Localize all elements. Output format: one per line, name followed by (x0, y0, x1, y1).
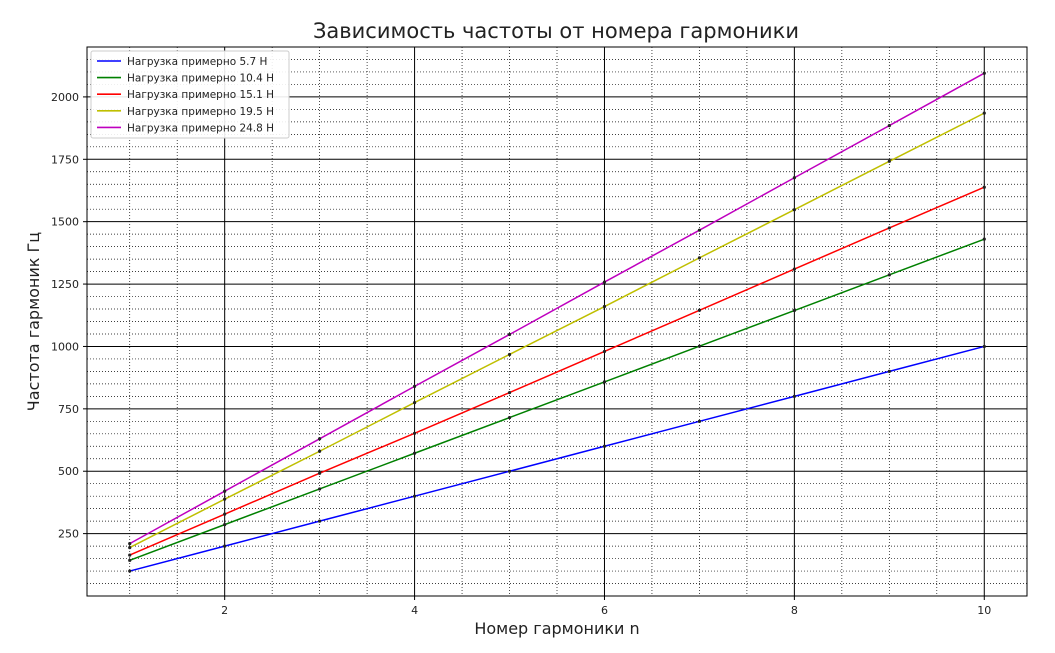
data-point (982, 71, 986, 75)
data-point (507, 415, 512, 420)
data-point (982, 185, 986, 189)
data-point (697, 419, 702, 423)
data-point (128, 553, 132, 557)
data-point (318, 471, 322, 475)
legend: Нагрузка примерно 5.7 Н Нагрузка примерно… (90, 50, 290, 139)
legend-label-1: Нагрузка примерно 5.7 Н (127, 56, 267, 68)
data-point (602, 349, 607, 354)
legend-label-4: Нагрузка примерно 19.5 Н (127, 106, 274, 118)
chart-title: Зависимость частоты от номера гармоники (313, 19, 799, 43)
series-line-3 (129, 186, 985, 556)
y-tick-label: 250 (58, 528, 79, 541)
data-point (223, 544, 227, 548)
data-point (697, 344, 702, 348)
data-point (887, 369, 891, 374)
data-point (507, 352, 512, 357)
y-tick-label: 1750 (51, 153, 79, 166)
data-point (128, 545, 132, 550)
data-point (412, 451, 417, 455)
data-point (887, 273, 891, 277)
data-point (982, 344, 986, 349)
data-point (602, 444, 607, 448)
x-tick-label: 2 (221, 604, 228, 617)
data-point (223, 489, 227, 493)
y-tick-label: 1000 (51, 340, 79, 353)
data-point (792, 308, 796, 313)
data-point (887, 226, 891, 230)
legend-label-5: Нагрузка примерно 24.8 Н (127, 122, 274, 134)
legend-label-2: Нагрузка примерно 10.4 Н (127, 73, 274, 85)
series-line-4 (129, 112, 985, 549)
y-tick-label: 750 (58, 403, 79, 416)
data-point (792, 208, 796, 212)
data-point (697, 256, 702, 260)
data-point (602, 280, 607, 284)
data-point (602, 304, 607, 309)
data-point (128, 558, 132, 562)
data-point (412, 431, 417, 435)
y-tick-label: 1500 (51, 216, 79, 229)
data-point (792, 267, 796, 271)
data-point (128, 569, 132, 573)
data-point (982, 111, 986, 115)
x-tick-label: 4 (411, 604, 418, 617)
data-point (223, 523, 227, 527)
data-point (412, 494, 417, 498)
plot-area-frame (86, 46, 1028, 597)
data-point (507, 391, 512, 395)
y-tick-label: 2000 (51, 91, 79, 104)
data-point (507, 332, 512, 337)
data-point (318, 449, 322, 453)
data-point (507, 469, 512, 473)
data-point (412, 384, 417, 388)
y-tick-label: 1250 (51, 278, 79, 291)
data-point (318, 519, 322, 523)
data-point (412, 401, 417, 405)
axis-ticks: 2 4 6 8 10 250 500 750 1000 1250 1500 1750 2000 (51, 91, 991, 617)
series-line-2 (129, 238, 985, 562)
data-point (792, 176, 796, 180)
data-point (697, 308, 702, 312)
y-axis-label: Частота гармоник Гц (24, 232, 43, 411)
legend-box (90, 50, 290, 139)
series-line-5 (129, 72, 985, 545)
data-point (128, 541, 132, 546)
legend-label-3: Нагрузка примерно 15.1 Н (127, 89, 274, 101)
series-line-1 (129, 345, 985, 572)
data-point (887, 124, 891, 128)
data-point (223, 497, 227, 501)
y-tick-label: 500 (58, 465, 79, 478)
x-axis-label: Номер гармоники n (474, 619, 639, 638)
data-point (697, 228, 702, 232)
x-tick-label: 6 (601, 604, 608, 617)
x-tick-label: 10 (977, 604, 991, 617)
data-point (887, 159, 891, 163)
data-point (318, 487, 322, 491)
x-tick-label: 8 (791, 604, 798, 617)
data-point (318, 437, 322, 441)
data-point (602, 380, 607, 384)
data-point (792, 394, 796, 398)
data-point (223, 512, 227, 516)
data-point (982, 237, 986, 241)
series-layer (128, 71, 986, 573)
